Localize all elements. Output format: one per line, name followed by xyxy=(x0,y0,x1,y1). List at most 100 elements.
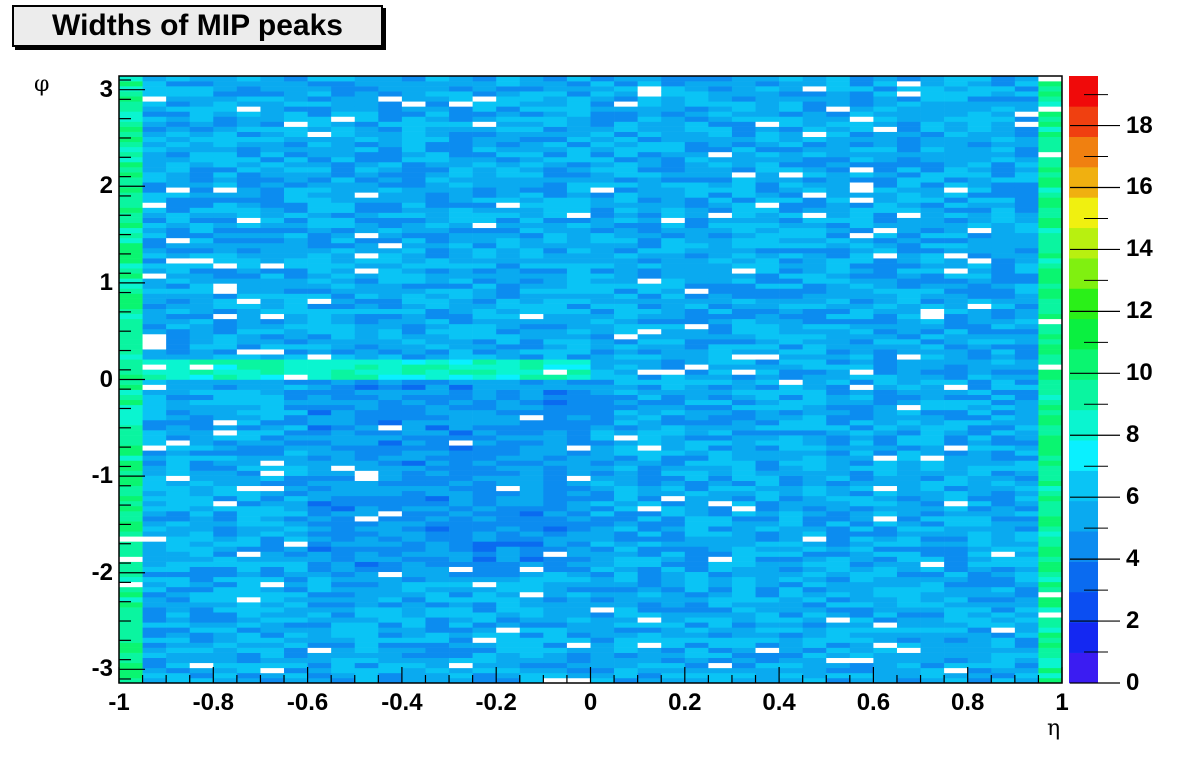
heatmap-bin xyxy=(731,541,756,547)
heatmap-bin xyxy=(519,642,544,648)
heatmap-bin xyxy=(967,617,992,623)
heatmap-bin xyxy=(236,617,261,623)
heatmap-bin xyxy=(189,156,214,163)
heatmap-bin xyxy=(354,288,379,294)
heatmap-bin xyxy=(967,642,992,648)
heatmap-bin xyxy=(637,323,662,330)
heatmap-bin xyxy=(1014,86,1039,92)
heatmap-bin xyxy=(779,177,803,183)
heatmap-bin xyxy=(684,622,709,628)
heatmap-bin xyxy=(779,536,803,542)
heatmap-bin xyxy=(284,106,308,112)
heatmap-bin xyxy=(449,151,473,158)
heatmap-bin xyxy=(779,111,803,117)
heatmap-bin xyxy=(967,602,992,608)
heatmap-bin xyxy=(119,121,143,127)
heatmap-bin xyxy=(354,242,379,249)
heatmap-bin xyxy=(449,379,473,385)
heatmap-bin xyxy=(472,364,497,370)
heatmap-bin xyxy=(684,298,709,304)
heatmap-bin xyxy=(920,177,945,183)
heatmap-bin xyxy=(755,612,780,618)
heatmap-bin xyxy=(449,495,473,502)
heatmap-bin xyxy=(260,551,285,557)
heatmap-bin xyxy=(331,232,356,239)
heatmap-bin xyxy=(166,237,191,244)
heatmap-bin xyxy=(401,283,426,289)
palette-level xyxy=(1069,409,1098,441)
heatmap-bin xyxy=(307,379,332,385)
heatmap-bin xyxy=(260,167,285,173)
heatmap-bin xyxy=(449,106,473,112)
heatmap-bin xyxy=(189,637,214,643)
heatmap-bin xyxy=(566,172,591,178)
heatmap-bin xyxy=(425,172,450,178)
heatmap-bin xyxy=(472,298,497,304)
heatmap-bin xyxy=(331,536,356,542)
heatmap-bin xyxy=(684,237,709,244)
heatmap-bin xyxy=(967,268,992,274)
heatmap-bin xyxy=(189,511,214,517)
heatmap-bin xyxy=(260,430,285,436)
heatmap-bin xyxy=(260,146,285,153)
heatmap-bin xyxy=(260,586,285,593)
heatmap-bin xyxy=(614,430,638,436)
heatmap-bin xyxy=(449,349,473,355)
heatmap-bin xyxy=(920,667,945,674)
heatmap-bin xyxy=(401,253,426,259)
heatmap-bin xyxy=(708,81,733,87)
heatmap-bin xyxy=(166,597,191,603)
heatmap-bin xyxy=(472,207,497,213)
heatmap-bin xyxy=(755,591,780,598)
heatmap-bin xyxy=(614,576,638,583)
heatmap-bin xyxy=(896,192,921,198)
heatmap-bin xyxy=(566,571,591,578)
heatmap-bin xyxy=(637,511,662,517)
heatmap-bin xyxy=(590,495,615,502)
heatmap-bin xyxy=(920,293,945,299)
heatmap-bin xyxy=(260,455,285,461)
heatmap-bin xyxy=(354,273,379,279)
heatmap-bin xyxy=(519,556,544,562)
heatmap-bin xyxy=(496,622,521,628)
heatmap-bin xyxy=(189,556,214,562)
heatmap-bin xyxy=(614,581,638,588)
heatmap-bin xyxy=(543,146,568,153)
heatmap-bin xyxy=(425,389,450,395)
heatmap-bin xyxy=(331,566,356,573)
heatmap-bin xyxy=(1038,192,1063,198)
heatmap-bin xyxy=(779,430,803,436)
heatmap-bin xyxy=(896,521,921,527)
heatmap-bin xyxy=(119,81,143,87)
heatmap-bin xyxy=(496,106,521,112)
heatmap-bin xyxy=(425,470,450,476)
heatmap-bin xyxy=(755,480,780,487)
heatmap-bin xyxy=(944,146,969,153)
heatmap-bin xyxy=(307,222,332,229)
heatmap-bin xyxy=(236,197,261,203)
heatmap-bin xyxy=(425,384,450,390)
heatmap-bin xyxy=(991,662,1016,669)
heatmap-bin xyxy=(331,242,356,249)
heatmap-bin xyxy=(684,450,709,456)
heatmap-bin xyxy=(472,116,497,122)
heatmap-bin xyxy=(425,591,450,598)
heatmap-bin xyxy=(496,440,521,446)
heatmap-bin xyxy=(967,597,992,603)
heatmap-bin xyxy=(166,419,191,426)
heatmap-bin xyxy=(661,399,686,406)
heatmap-bin xyxy=(260,526,285,532)
heatmap-bin xyxy=(944,495,969,502)
heatmap-bin xyxy=(425,652,450,659)
heatmap-bin xyxy=(189,450,214,456)
heatmap-bin xyxy=(284,268,308,274)
heatmap-bin xyxy=(519,278,544,284)
heatmap-bin xyxy=(802,328,827,335)
heatmap-bin xyxy=(1038,187,1063,193)
heatmap-bin xyxy=(731,622,756,628)
heatmap-bin xyxy=(566,288,591,294)
heatmap-bin xyxy=(166,536,191,542)
heatmap-bin xyxy=(166,450,191,456)
heatmap-bin xyxy=(331,328,356,335)
heatmap-bin xyxy=(731,121,756,127)
